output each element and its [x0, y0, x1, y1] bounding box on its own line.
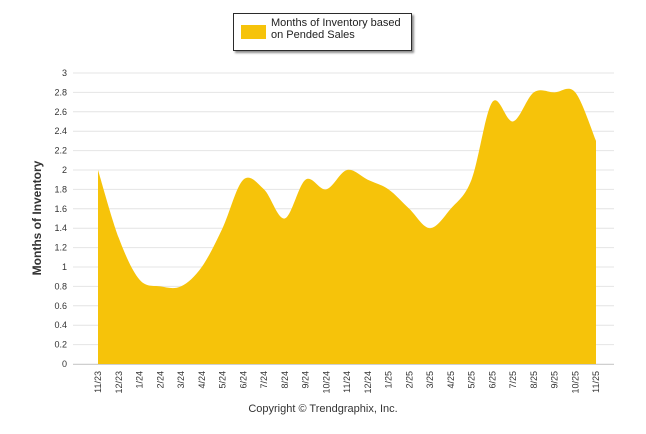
y-tick-label: 1.2 — [54, 243, 67, 253]
x-tick-label: 9/24 — [301, 371, 311, 389]
y-tick-label: 0 — [62, 359, 67, 369]
copyright-text: Copyright © Trendgraphix, Inc. — [248, 403, 398, 415]
y-tick-label: 0.6 — [54, 301, 67, 311]
y-tick-label: 0.8 — [54, 281, 67, 291]
legend-swatch — [241, 25, 266, 39]
legend[interactable]: Months of Inventory based on Pended Sale… — [233, 13, 412, 51]
y-tick-label: 1.4 — [54, 223, 67, 233]
y-tick-label: 1.8 — [54, 184, 67, 194]
x-tick-label: 7/24 — [259, 371, 269, 389]
y-tick-label: 0.2 — [54, 340, 67, 350]
x-tick-label: 2/24 — [155, 371, 165, 389]
x-tick-label: 9/25 — [550, 371, 560, 389]
y-tick-label: 1.6 — [54, 204, 67, 214]
legend-label: Months of Inventory based on Pended Sale… — [271, 17, 401, 41]
x-tick-label: 6/25 — [487, 371, 497, 389]
x-tick-label: 4/25 — [446, 371, 456, 389]
x-tick-label: 12/23 — [114, 371, 124, 394]
x-tick-label: 5/25 — [467, 371, 477, 389]
y-tick-label: 2.8 — [54, 87, 67, 97]
y-tick-label: 2 — [62, 165, 67, 175]
x-tick-label: 3/24 — [176, 371, 186, 389]
y-tick-label: 2.6 — [54, 107, 67, 117]
y-tick-label: 0.4 — [54, 320, 67, 330]
x-tick-label: 10/25 — [570, 371, 580, 394]
x-tick-label: 5/24 — [218, 371, 228, 389]
y-axis-title: Months of Inventory — [30, 160, 44, 276]
x-tick-label: 6/24 — [238, 371, 248, 389]
x-tick-label: 4/24 — [197, 371, 207, 389]
x-tick-label: 11/24 — [342, 371, 352, 393]
y-tick-label: 3 — [62, 68, 67, 78]
y-axis-ticks: 0 0.2 0.4 0.6 0.8 1 1.2 1.4 1.6 1.8 2 2.2 2.4 2.6 2.8 3 — [54, 68, 67, 369]
x-tick-label: 11/25 — [591, 371, 601, 393]
x-tick-label: 8/25 — [529, 371, 539, 389]
x-tick-label: 1/24 — [135, 371, 145, 389]
y-tick-label: 1 — [62, 262, 67, 272]
x-tick-label: 7/25 — [508, 371, 518, 389]
x-tick-label: 10/24 — [321, 371, 331, 394]
x-axis-ticks: 11/23 12/23 1/24 2/24 3/24 4/24 5/24 6/24 7/24 8/… — [93, 371, 601, 394]
x-tick-label: 3/25 — [425, 371, 435, 389]
x-tick-label: 11/23 — [93, 371, 103, 393]
x-tick-label: 2/25 — [404, 371, 414, 389]
x-tick-label: 1/25 — [384, 371, 394, 389]
y-tick-label: 2.2 — [54, 146, 67, 156]
y-tick-label: 2.4 — [54, 126, 67, 136]
x-tick-label: 12/24 — [363, 371, 373, 394]
x-tick-label: 8/24 — [280, 371, 290, 389]
series-area — [98, 88, 596, 365]
